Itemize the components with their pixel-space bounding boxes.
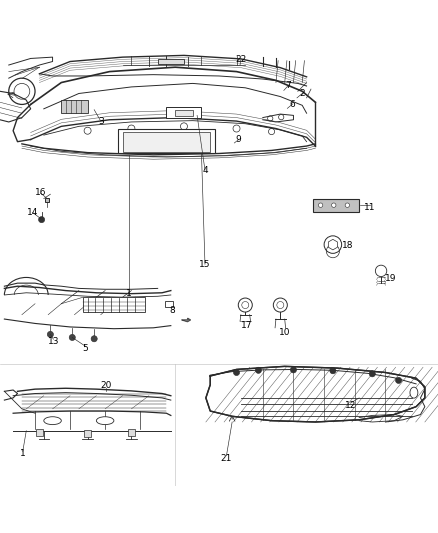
Text: 3: 3	[98, 117, 104, 126]
Circle shape	[91, 336, 97, 342]
Ellipse shape	[96, 417, 114, 425]
Circle shape	[47, 332, 53, 337]
Text: 5: 5	[82, 344, 88, 353]
Text: 1: 1	[126, 289, 132, 298]
Circle shape	[318, 203, 323, 207]
Text: 8: 8	[169, 306, 175, 315]
Text: 14: 14	[27, 208, 39, 217]
Circle shape	[330, 368, 336, 374]
Text: 11: 11	[364, 203, 376, 212]
Bar	[158, 59, 184, 64]
Circle shape	[369, 371, 375, 377]
Text: 19: 19	[385, 274, 397, 283]
Bar	[166, 107, 201, 118]
Text: 12: 12	[345, 401, 356, 410]
Bar	[84, 430, 91, 437]
Polygon shape	[182, 318, 191, 322]
Bar	[118, 130, 215, 154]
Text: 18: 18	[342, 241, 353, 250]
Text: 7: 7	[285, 81, 291, 90]
Text: 10: 10	[279, 328, 290, 337]
Circle shape	[345, 203, 350, 207]
Bar	[83, 297, 145, 312]
Text: 2: 2	[300, 89, 305, 98]
Bar	[45, 198, 49, 201]
Text: 1: 1	[20, 449, 26, 458]
Text: 13: 13	[48, 337, 59, 346]
Polygon shape	[206, 366, 425, 422]
Text: 15: 15	[199, 260, 211, 269]
Text: 9: 9	[236, 135, 242, 144]
Text: 22: 22	[235, 55, 247, 64]
Text: 4: 4	[202, 166, 208, 175]
Bar	[61, 100, 88, 113]
Bar	[165, 301, 173, 307]
Bar	[175, 110, 193, 116]
Circle shape	[290, 367, 297, 373]
Circle shape	[39, 216, 45, 223]
Circle shape	[396, 377, 402, 383]
Circle shape	[69, 334, 75, 341]
Circle shape	[233, 369, 240, 376]
Ellipse shape	[44, 417, 61, 425]
Text: 17: 17	[241, 321, 252, 330]
Bar	[313, 199, 359, 212]
Bar	[123, 132, 210, 152]
Text: 16: 16	[35, 189, 46, 197]
Circle shape	[332, 203, 336, 207]
Text: 20: 20	[101, 381, 112, 390]
Bar	[36, 430, 43, 437]
Text: 6: 6	[290, 100, 296, 109]
Ellipse shape	[410, 387, 418, 398]
Circle shape	[255, 367, 261, 374]
Text: 21: 21	[221, 454, 232, 463]
Bar	[128, 430, 135, 437]
